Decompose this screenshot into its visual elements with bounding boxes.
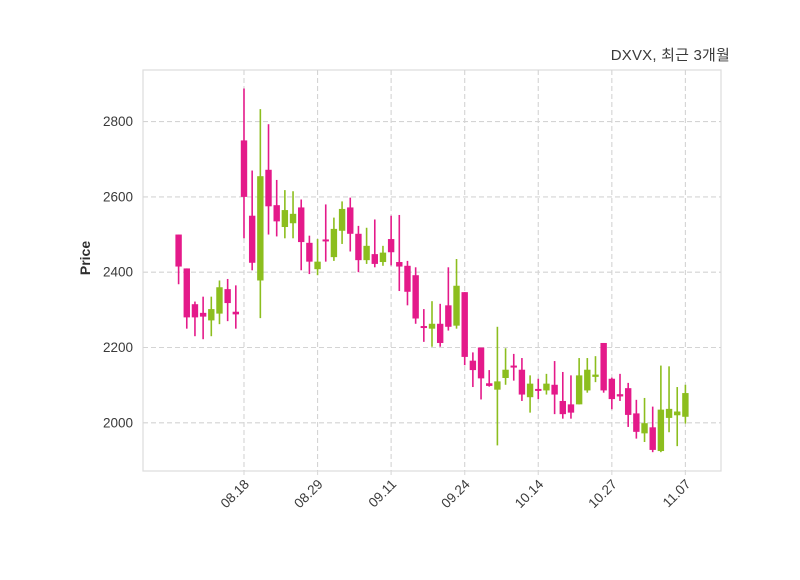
candle-body-up [486, 383, 493, 386]
x-tick-label: 09.11 [365, 477, 399, 511]
candle-body-down [208, 309, 215, 321]
candle-body-up [347, 207, 354, 234]
candle-body-up [387, 239, 395, 253]
candle-body-down [526, 383, 534, 398]
candle-body-up [412, 275, 419, 319]
x-tick-label: 09.24 [438, 476, 473, 511]
candle-body-up [199, 312, 207, 317]
candle-body-down [575, 375, 583, 405]
candle-body-up [535, 388, 542, 391]
candle-body-up [633, 413, 640, 432]
candle-body-up [183, 268, 190, 318]
candle-body-up [265, 169, 272, 207]
candle-body-down [674, 411, 681, 416]
candle-body-down [289, 213, 297, 224]
candle-body-up [355, 233, 362, 261]
candle-body-down [657, 409, 665, 452]
x-tick-label: 08.29 [291, 477, 326, 512]
candle-body-up [232, 311, 240, 315]
candle-body-up [624, 388, 632, 415]
candle-body-up [477, 347, 485, 379]
candle-body-up [445, 305, 452, 327]
candle-body-down [641, 423, 648, 434]
candle-body-up [420, 326, 428, 329]
candle-body-down [584, 369, 591, 391]
y-tick-label: 2200 [103, 340, 133, 355]
candle-body-up [240, 140, 248, 197]
candle-body-up [559, 400, 566, 415]
candle-body-up [436, 323, 444, 343]
candle-body-down [379, 252, 387, 263]
candle-body-down [592, 374, 599, 377]
candle-body-up [649, 427, 656, 450]
candle-body-up [396, 262, 403, 267]
candle-body-down [314, 261, 321, 270]
candle-body-down [428, 323, 436, 329]
candle-body-down [330, 228, 338, 258]
candle-body-down [338, 208, 346, 231]
candle-body-up [551, 384, 558, 395]
candle-body-up [510, 365, 517, 368]
candle-body-up [224, 289, 231, 304]
candle-body-up [567, 404, 575, 413]
candle-body-up [371, 254, 378, 264]
chart-title: DXVX, 최근 3개월 [610, 47, 730, 64]
candle-body-up [248, 215, 256, 263]
candle-body-down [494, 381, 501, 390]
candle-body-down [665, 408, 673, 418]
candle-body-down [502, 369, 509, 378]
candle-body-down [216, 287, 223, 314]
candle-body-up [600, 342, 607, 391]
candle-body-up [518, 369, 526, 395]
candle-body-down [257, 176, 264, 281]
x-tick-label: 11.07 [660, 477, 694, 511]
candle-body-down [543, 383, 550, 391]
x-tick-label: 08.18 [218, 477, 253, 512]
candle-body-up [306, 242, 313, 262]
candle-body-up [322, 239, 329, 242]
y-tick-label: 2400 [103, 265, 133, 280]
y-axis-label: Price [77, 240, 93, 276]
x-tick-label: 10.27 [585, 477, 620, 512]
y-tick-label: 2000 [103, 415, 133, 430]
y-tick-label: 2600 [103, 189, 133, 204]
candle-body-down [363, 245, 370, 261]
candle-body-down [453, 285, 460, 326]
candle-body-down [281, 210, 289, 228]
candle-body-up [298, 207, 305, 243]
x-tick-label: 10.14 [512, 476, 547, 511]
plot-border [142, 69, 722, 472]
candle-body-up [175, 234, 182, 267]
candle-body-up [461, 292, 468, 357]
candle-body-up [469, 360, 477, 371]
candle-body-up [273, 205, 280, 222]
candle-body-up [404, 265, 411, 292]
candle-body-up [616, 394, 624, 397]
candle-body-up [191, 304, 199, 318]
y-tick-label: 2800 [103, 114, 133, 129]
candle-body-down [682, 393, 689, 417]
candle-body-up [608, 378, 616, 400]
